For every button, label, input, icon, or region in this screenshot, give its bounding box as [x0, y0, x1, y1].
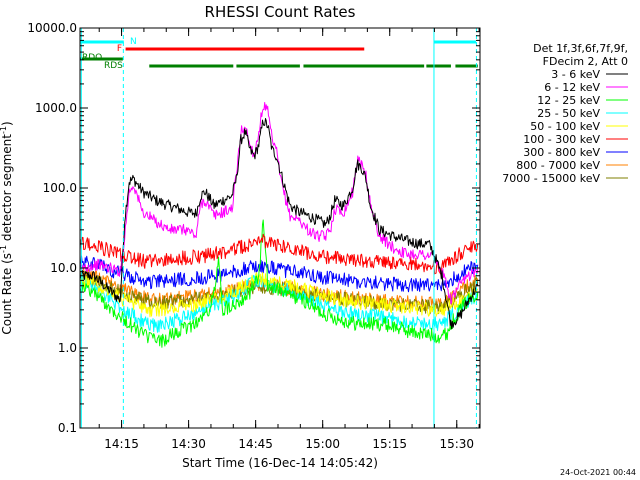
y-tick-label: 1.0 — [58, 341, 77, 355]
legend-label: 6 - 12 keV — [544, 81, 600, 94]
series-line-3-6-kev — [79, 118, 479, 330]
legend-label: 300 - 800 keV — [523, 146, 600, 159]
x-tick-label: 15:15 — [372, 437, 407, 451]
y-tick-label: 1000.0 — [35, 101, 77, 115]
x-tick-label: 15:30 — [439, 437, 474, 451]
series-line-100-300-kev — [79, 233, 479, 275]
flag-label-f: F — [117, 44, 122, 54]
series-line-6-12-kev — [79, 102, 479, 305]
vlines-layer — [80, 28, 477, 428]
flag-label-rdo: RDO — [82, 53, 102, 63]
legend-label: 7000 - 15000 keV — [502, 172, 600, 185]
flag-label-n: N — [130, 37, 137, 47]
legend-label: 50 - 100 keV — [530, 120, 600, 133]
x-axis-label: Start Time (16-Dec-14 14:05:42) — [182, 456, 378, 470]
legend-label: 3 - 6 keV — [551, 68, 600, 81]
series-line-12-25-kev — [79, 219, 479, 348]
y-tick-label: 100.0 — [43, 181, 77, 195]
series-line-50-100-kev — [79, 272, 479, 318]
series-line-300-800-kev — [79, 255, 479, 293]
plot-frame — [79, 27, 481, 429]
y-tick-label: 10.0 — [50, 261, 77, 275]
x-tick-label: 15:00 — [305, 437, 340, 451]
x-tick-label: 14:30 — [171, 437, 206, 451]
flag-label-rds: RDS — [104, 61, 123, 71]
y-tick-label: 0.1 — [58, 421, 77, 435]
legend-header-line-2: FDecim 2, Att 0 — [543, 55, 628, 68]
legend-header-line-1: Det 1f,3f,6f,7f,9f, — [533, 42, 628, 55]
chart-title: RHESSI Count Rates — [205, 3, 356, 21]
y-axis: 0.1 1.0 10.0 100.0 1000.0 10000.0 — [27, 21, 480, 435]
legend-label: 12 - 25 keV — [537, 94, 600, 107]
legend-label: 100 - 300 keV — [523, 133, 600, 146]
x-tick-label: 14:45 — [238, 437, 273, 451]
legend-label: 800 - 7000 keV — [516, 159, 600, 172]
x-tick-label: 14:15 — [104, 437, 139, 451]
legend-label: 25 - 50 keV — [537, 107, 600, 120]
footer-date: 24-Oct-2021 00:44 — [560, 468, 636, 477]
y-tick-label: 10000.0 — [27, 21, 77, 35]
legend: Det 1f,3f,6f,7f,9f, FDecim 2, Att 0 3 - … — [502, 42, 628, 185]
series-layer — [79, 102, 479, 348]
y-axis-label: Count Rate (s-1 detector segment-1) — [0, 121, 14, 334]
x-axis: 14:15 14:30 14:45 15:00 15:15 15:30 — [98, 28, 480, 451]
